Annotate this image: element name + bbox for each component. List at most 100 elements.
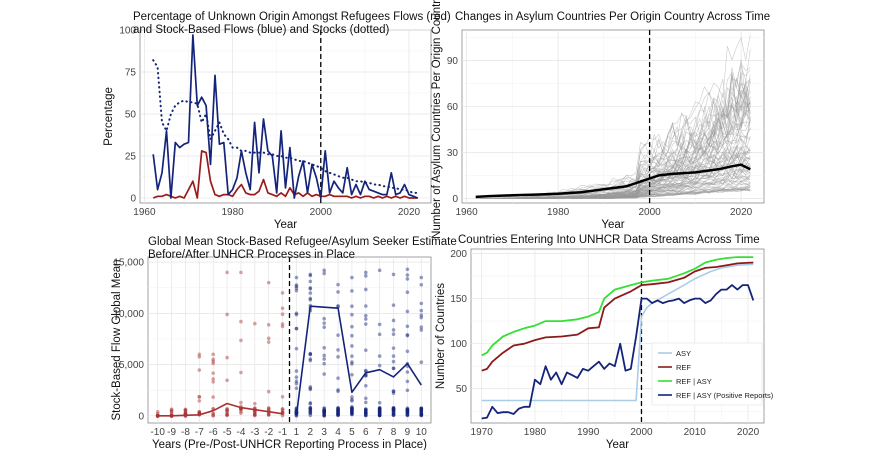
data-point — [391, 359, 396, 364]
data-point — [266, 412, 271, 417]
data-point — [336, 413, 340, 417]
data-point — [183, 407, 188, 412]
data-point — [308, 407, 313, 412]
background-trace — [494, 98, 751, 199]
data-point — [377, 410, 382, 415]
data-point — [225, 410, 229, 415]
data-point — [419, 411, 424, 416]
data-point — [419, 313, 424, 317]
series-line — [152, 34, 419, 199]
series-line — [481, 256, 754, 357]
data-point — [405, 413, 410, 418]
data-point — [211, 359, 216, 364]
data-point — [336, 333, 340, 337]
data-point — [294, 311, 299, 316]
y-tick-label: 60 — [447, 102, 459, 113]
y-tick-label: 50 — [125, 109, 137, 120]
data-point — [225, 270, 229, 275]
data-point — [391, 411, 396, 415]
data-point — [350, 397, 354, 402]
data-point — [322, 353, 326, 358]
data-point — [322, 414, 326, 418]
x-tick-label: 2000 — [630, 427, 653, 438]
data-point — [391, 391, 396, 395]
data-point — [391, 413, 396, 418]
x-tick-label: -5 — [223, 427, 232, 438]
data-point — [391, 303, 396, 307]
data-point — [225, 378, 229, 383]
data-point — [225, 355, 229, 360]
data-point — [363, 411, 368, 416]
data-point — [253, 321, 257, 326]
data-point — [419, 413, 424, 418]
data-point — [211, 357, 216, 362]
data-point — [322, 408, 326, 413]
data-point — [419, 406, 424, 411]
data-point — [280, 312, 285, 317]
data-point — [350, 405, 354, 410]
x-tick-label: 8 — [391, 427, 397, 438]
background-trace — [581, 150, 751, 199]
data-point — [377, 411, 382, 416]
data-point — [322, 372, 326, 376]
data-point — [183, 408, 188, 413]
data-point — [363, 407, 368, 412]
data-point — [322, 412, 326, 416]
data-point — [294, 346, 299, 351]
x-axis-label: Year — [274, 219, 297, 231]
data-point — [350, 409, 354, 414]
x-tick-label: -8 — [181, 427, 190, 438]
data-point — [197, 394, 202, 399]
y-tick-label: 0 — [452, 194, 458, 205]
data-point — [363, 396, 368, 401]
y-axis-label: Number of Asylum Countries Per Origin Co… — [431, 0, 443, 239]
data-point — [183, 408, 188, 413]
data-point — [336, 407, 340, 412]
data-point — [391, 410, 396, 415]
data-point — [377, 409, 382, 413]
data-point — [308, 357, 313, 361]
x-tick-label: 7 — [377, 427, 383, 438]
data-point — [405, 349, 410, 354]
data-point — [169, 407, 174, 411]
data-point — [211, 412, 216, 416]
data-point — [322, 410, 326, 415]
data-point — [350, 409, 354, 414]
data-point — [419, 412, 424, 416]
x-tick-label: -4 — [236, 427, 245, 438]
data-point — [405, 409, 410, 414]
data-point — [350, 372, 354, 377]
data-point — [405, 406, 410, 411]
data-point — [363, 408, 368, 413]
legend-label: ASY — [676, 349, 691, 358]
data-point — [377, 407, 382, 412]
background-trace — [548, 102, 751, 199]
data-point — [377, 407, 382, 411]
data-point — [294, 326, 299, 331]
legend: ASY REF REF | ASY REF | ASY (Positive Repor… — [651, 342, 774, 406]
data-point — [322, 413, 326, 417]
data-point — [322, 325, 326, 329]
data-point — [391, 406, 396, 410]
data-point — [294, 284, 299, 289]
data-point — [391, 389, 396, 393]
data-point — [363, 411, 368, 415]
data-point — [419, 360, 424, 364]
data-point — [308, 406, 313, 411]
x-tick-label: 1980 — [547, 207, 570, 218]
data-point — [363, 313, 368, 318]
data-point — [308, 385, 313, 389]
data-point — [322, 410, 326, 414]
data-point — [197, 410, 202, 414]
background-trace — [599, 89, 751, 199]
pre-mean-line — [157, 402, 283, 417]
data-point — [197, 368, 202, 372]
data-point — [363, 368, 368, 373]
data-point — [405, 413, 410, 417]
data-point — [266, 412, 271, 416]
data-point — [211, 413, 216, 418]
data-point — [211, 380, 216, 384]
data-point — [225, 412, 229, 417]
data-point — [377, 412, 382, 416]
data-point — [266, 411, 271, 416]
